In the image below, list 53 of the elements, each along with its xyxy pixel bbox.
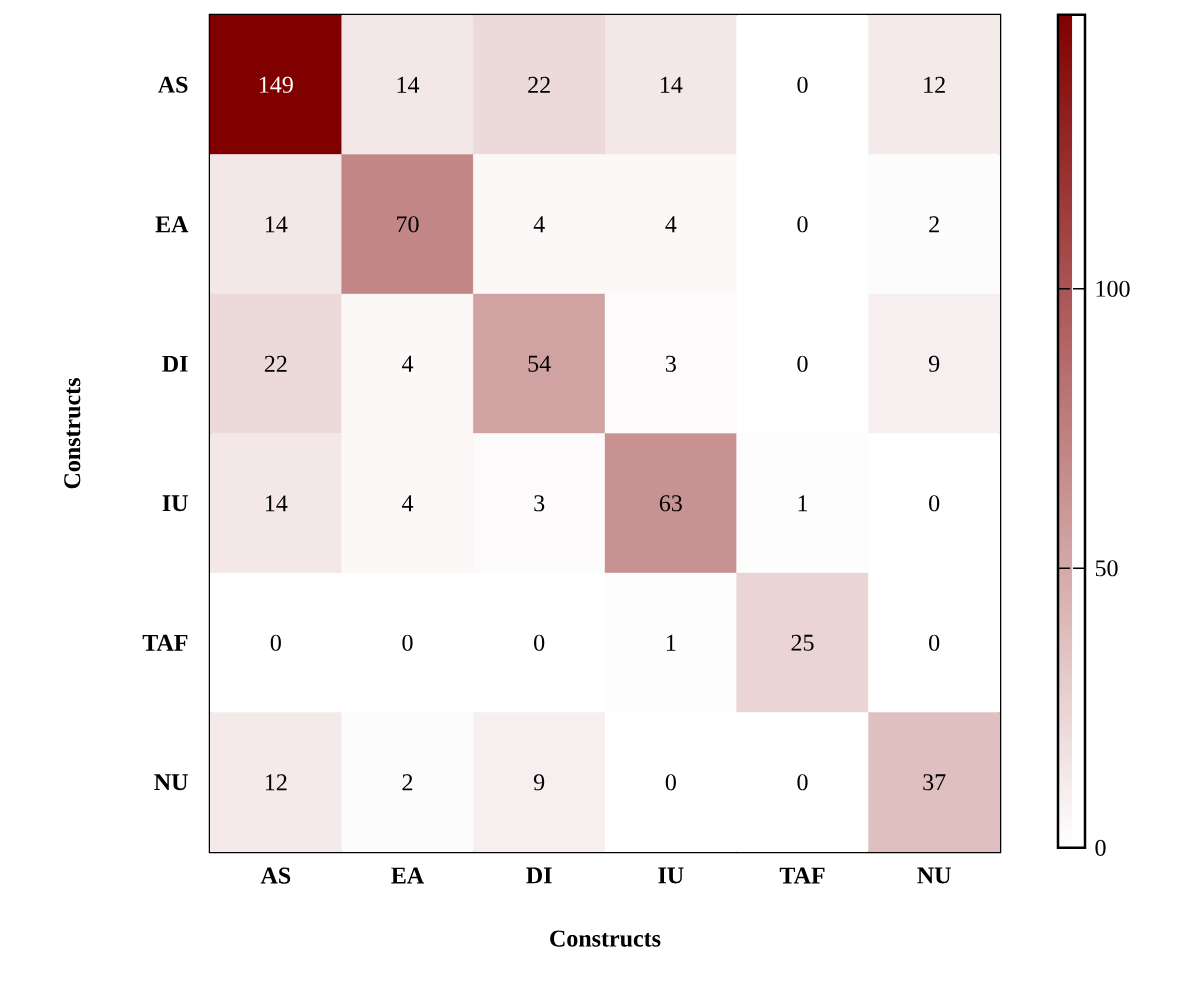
color-bar-label: 50 <box>1095 560 1118 577</box>
y-tick-label: TAF <box>142 634 188 651</box>
data-label: 4 <box>665 216 677 233</box>
data-label: 25 <box>791 634 814 651</box>
data-label: 9 <box>928 355 940 372</box>
data-label: 9 <box>533 774 545 791</box>
data-label: 0 <box>797 216 808 233</box>
x-axis-title: Constructs <box>550 930 661 947</box>
data-label: 2 <box>402 774 413 791</box>
data-label: 54 <box>528 355 551 372</box>
data-label: 3 <box>534 495 545 512</box>
data-label: 0 <box>270 634 281 651</box>
data-label: 14 <box>265 216 288 233</box>
data-label: 0 <box>797 774 808 791</box>
y-tick-label: IU <box>162 495 188 512</box>
data-label: 37 <box>923 774 946 791</box>
data-label: 14 <box>265 495 288 512</box>
data-label: 63 <box>659 495 682 512</box>
data-label: 12 <box>265 774 287 791</box>
data-label: 4 <box>533 216 545 233</box>
data-label: 14 <box>397 76 420 93</box>
y-axis-title: Constructs <box>64 378 81 489</box>
color-bar-label: 100 <box>1096 280 1130 297</box>
data-label: 12 <box>924 76 945 93</box>
x-tick-label: NU <box>917 867 951 884</box>
data-label: 0 <box>665 774 676 791</box>
x-tick-label: EA <box>391 867 424 884</box>
data-label: 149 <box>259 76 293 93</box>
data-label: 0 <box>534 634 545 651</box>
data-label: 1 <box>798 495 808 512</box>
color-bar-label: 0 <box>1095 839 1106 856</box>
y-tick-label: AS <box>158 76 188 93</box>
data-label: 1 <box>666 634 676 651</box>
data-label: 3 <box>665 355 676 372</box>
data-label: 0 <box>797 76 808 93</box>
data-label: 0 <box>929 634 940 651</box>
data-label: 0 <box>929 495 940 512</box>
data-label: 70 <box>397 216 419 233</box>
data-label: 22 <box>264 355 287 372</box>
x-tick-label: AS <box>260 867 291 884</box>
y-tick-label: EA <box>155 216 189 233</box>
data-label: 14 <box>660 76 683 93</box>
x-tick-label: TAF <box>779 867 825 884</box>
data-label: 0 <box>402 634 413 651</box>
data-label: 2 <box>929 216 939 233</box>
x-tick-label: DI <box>526 867 552 884</box>
data-label: 22 <box>528 76 550 93</box>
data-label: 0 <box>797 355 808 372</box>
y-tick-label: DI <box>162 355 188 372</box>
data-label: 4 <box>401 355 414 372</box>
data-label: 4 <box>401 495 414 512</box>
y-tick-label: NU <box>154 774 188 791</box>
x-tick-label: IU <box>658 867 684 884</box>
